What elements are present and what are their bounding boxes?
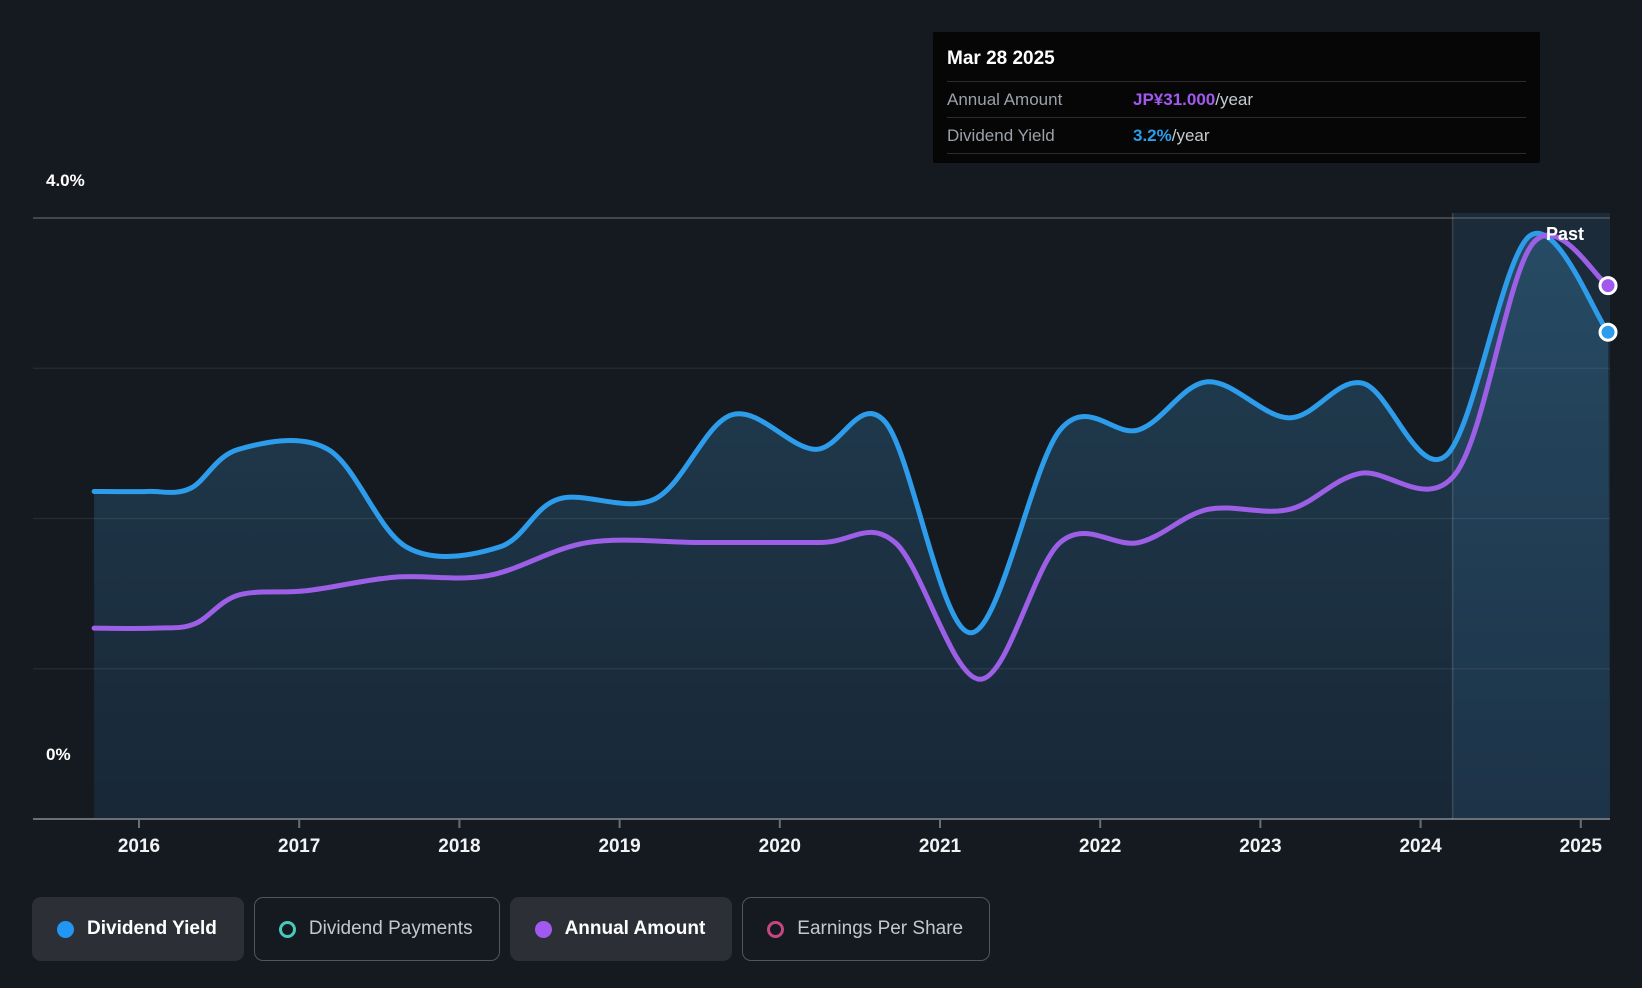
- annual-amount-line: [91, 232, 1611, 682]
- legend-label: Earnings Per Share: [797, 918, 964, 939]
- legend-dividend-yield[interactable]: Dividend Yield: [32, 897, 244, 961]
- legend-earnings-per-share[interactable]: Earnings Per Share: [742, 897, 991, 961]
- dividend-yield-line: [91, 230, 1611, 636]
- x-axis-label-2016: 2016: [118, 836, 160, 857]
- y-axis-max-label: 4.0%: [46, 171, 85, 190]
- x-axis-label-2021: 2021: [919, 836, 962, 857]
- dividend-payments-circle-icon: [278, 920, 296, 938]
- x-axis-label-2022: 2022: [1079, 836, 1121, 857]
- x-axis-label-2018: 2018: [438, 836, 480, 857]
- earnings-per-share-circle-icon: [767, 920, 785, 938]
- x-axis-label-2025: 2025: [1560, 836, 1603, 857]
- y-axis-zero-label: 0%: [46, 745, 71, 764]
- tooltip-row-suffix: /year: [1215, 89, 1254, 109]
- tooltip-row-suffix: /year: [1171, 125, 1210, 145]
- tooltip-row-label: Dividend Yield: [947, 125, 1055, 145]
- dividend-yield-dot-icon: [57, 920, 74, 938]
- area-fill: [94, 233, 1610, 819]
- legend-label: Dividend Yield: [87, 918, 217, 939]
- annual-amount-dot-icon: [534, 920, 552, 938]
- legend-dividend-payments[interactable]: Dividend Payments: [253, 897, 500, 961]
- dividend-yield-end-marker: [1598, 322, 1618, 342]
- legend-annual-amount[interactable]: Annual Amount: [509, 897, 733, 961]
- tooltip-row-value: 3.2%: [1133, 125, 1172, 145]
- chart-legend: Dividend Yield Dividend Payments Annual …: [32, 897, 991, 961]
- tooltip-row: Dividend Yield 3.2% /year: [947, 117, 1526, 154]
- legend-label: Annual Amount: [564, 918, 706, 939]
- x-axis-label-2020: 2020: [759, 836, 801, 857]
- x-axis-label-2017: 2017: [278, 836, 320, 857]
- legend-label: Dividend Payments: [308, 918, 473, 939]
- x-axis-label-2023: 2023: [1239, 836, 1281, 857]
- x-axis-label-2024: 2024: [1399, 836, 1442, 857]
- tooltip-date: Mar 28 2025: [947, 48, 1055, 69]
- chart-tooltip: Mar 28 2025 Annual Amount JP¥31.000 /yea…: [933, 32, 1540, 163]
- tooltip-row: Annual Amount JP¥31.000 /year: [947, 81, 1526, 117]
- annual-amount-end-marker: [1598, 276, 1618, 296]
- tooltip-row-value: JP¥31.000: [1133, 89, 1216, 109]
- tooltip-row-label: Annual Amount: [947, 89, 1063, 109]
- past-region-label: Past: [1546, 224, 1585, 244]
- x-axis-label-2019: 2019: [598, 836, 640, 857]
